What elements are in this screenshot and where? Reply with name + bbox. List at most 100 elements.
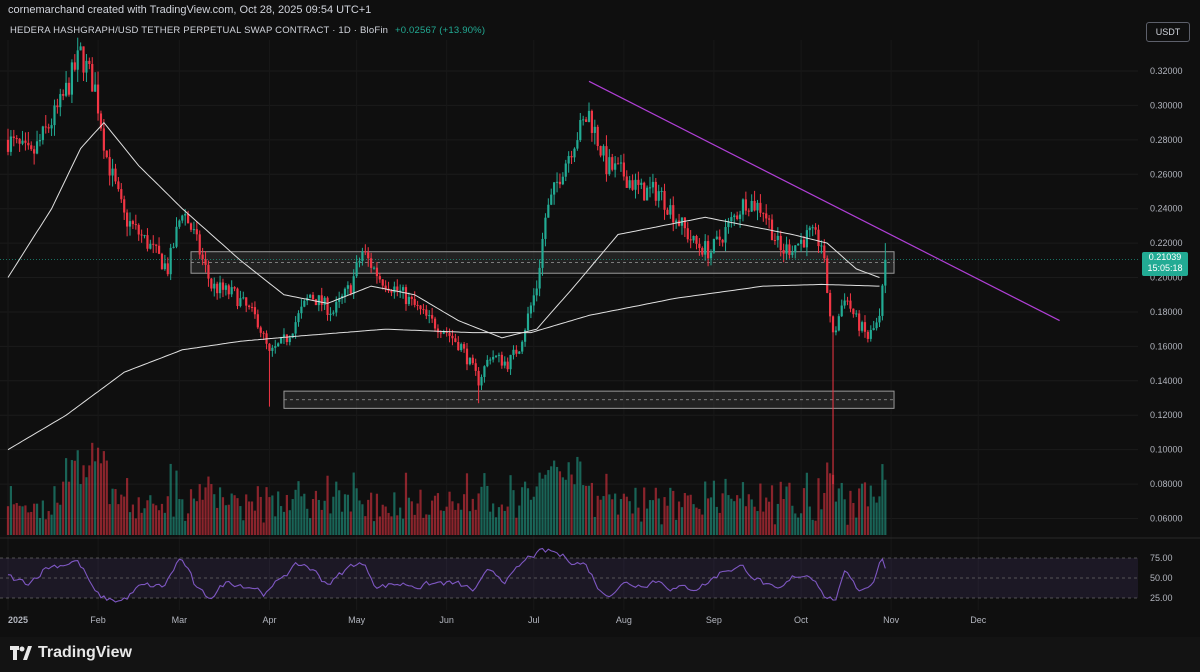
candle-body	[210, 278, 213, 289]
volume-bar	[677, 501, 681, 535]
candle-body	[21, 140, 24, 144]
candle-body	[256, 314, 259, 328]
volume-bar	[773, 524, 777, 535]
volume-bar	[576, 456, 579, 535]
volume-bar	[47, 511, 50, 535]
volume-bar	[410, 501, 413, 535]
candle-body	[192, 229, 196, 231]
volume-bar	[860, 483, 864, 535]
candle-body	[837, 316, 840, 331]
volume-bar	[599, 499, 602, 535]
volume-bar	[407, 497, 410, 535]
candle-body	[718, 236, 721, 240]
candle-body	[24, 140, 27, 143]
candle-body	[431, 315, 434, 319]
volume-bar	[497, 507, 501, 535]
candle-body	[823, 245, 826, 259]
candle-body	[250, 306, 254, 308]
candle-body	[419, 305, 422, 310]
volume-bar	[471, 498, 474, 535]
volume-bar	[309, 518, 312, 535]
volume-bar	[753, 506, 756, 535]
volume-bar	[820, 509, 823, 535]
candle-body	[709, 252, 713, 259]
candle-body	[152, 243, 155, 245]
volume-bar	[776, 503, 779, 535]
volume-bar	[770, 485, 774, 535]
volume-bar	[62, 481, 65, 535]
volume-bar	[242, 520, 245, 535]
volume-bar	[736, 495, 739, 535]
candle-body	[155, 244, 158, 246]
rsi-pane: 75.00 50.00 25.00	[0, 537, 1200, 603]
unit-button[interactable]: USDT	[1146, 22, 1190, 42]
volume-bar	[378, 516, 381, 535]
volume-bar	[762, 511, 765, 535]
candle-body	[753, 200, 756, 211]
volume-bar	[521, 487, 524, 535]
candle-body	[779, 235, 782, 251]
volume-bar	[384, 506, 387, 535]
volume-bar	[285, 494, 288, 535]
volume-bar	[335, 481, 338, 535]
candle-body	[462, 344, 466, 349]
volume-bar	[442, 510, 445, 535]
volume-bar	[375, 493, 379, 535]
volume-bar	[265, 487, 268, 535]
volume-bar	[829, 473, 832, 535]
candle-body	[622, 162, 625, 177]
candle-body	[457, 341, 460, 351]
volume-bar	[738, 498, 742, 535]
volume-bar	[131, 504, 135, 535]
candle-body	[288, 337, 291, 343]
volume-bar	[105, 460, 108, 535]
candle-body	[840, 305, 843, 317]
rsi-level-label: 75.00	[1150, 553, 1173, 563]
candle-body	[829, 292, 832, 317]
volume-bar	[12, 504, 15, 535]
candle-body	[817, 229, 820, 247]
candle-body	[587, 110, 591, 122]
candle-body	[736, 215, 739, 219]
candle-body	[364, 251, 367, 253]
volume-bar	[465, 473, 469, 535]
tradingview-logo[interactable]: TradingView	[10, 644, 132, 662]
volume-bar	[509, 475, 512, 535]
volume-bar	[317, 499, 320, 535]
volume-bar	[9, 486, 13, 535]
volume-bar	[692, 504, 695, 535]
candle-body	[184, 214, 187, 216]
candle-body	[637, 179, 640, 185]
candle-body	[672, 205, 675, 223]
candle-body	[128, 221, 132, 227]
y-tick-label: 0.10000	[1150, 445, 1183, 455]
candle-body	[657, 191, 660, 201]
volume-bar	[192, 498, 196, 535]
candle-body	[471, 357, 474, 364]
candle-body	[311, 294, 315, 300]
volume-bar	[570, 474, 573, 535]
volume-bar	[44, 519, 47, 535]
candle-body	[329, 313, 332, 315]
y-tick-label: 0.16000	[1150, 341, 1183, 351]
candle-body	[146, 235, 149, 249]
candle-body	[207, 264, 210, 279]
volume-bar	[553, 460, 556, 535]
candle-body	[579, 120, 582, 141]
candle-body	[91, 63, 94, 92]
volume-bar	[262, 522, 265, 535]
candle-body	[712, 238, 716, 253]
candle-body	[497, 354, 501, 356]
candle-body	[76, 50, 79, 70]
candle-body	[120, 189, 123, 200]
volume-bar	[277, 491, 280, 535]
volume-bar	[614, 493, 617, 535]
volume-bar	[730, 498, 733, 535]
candle-body	[381, 279, 384, 286]
candle-body	[532, 295, 535, 306]
candle-body	[852, 308, 855, 315]
volume-bar	[343, 494, 347, 535]
volume-bar	[831, 474, 835, 535]
volume-bar	[178, 499, 181, 535]
